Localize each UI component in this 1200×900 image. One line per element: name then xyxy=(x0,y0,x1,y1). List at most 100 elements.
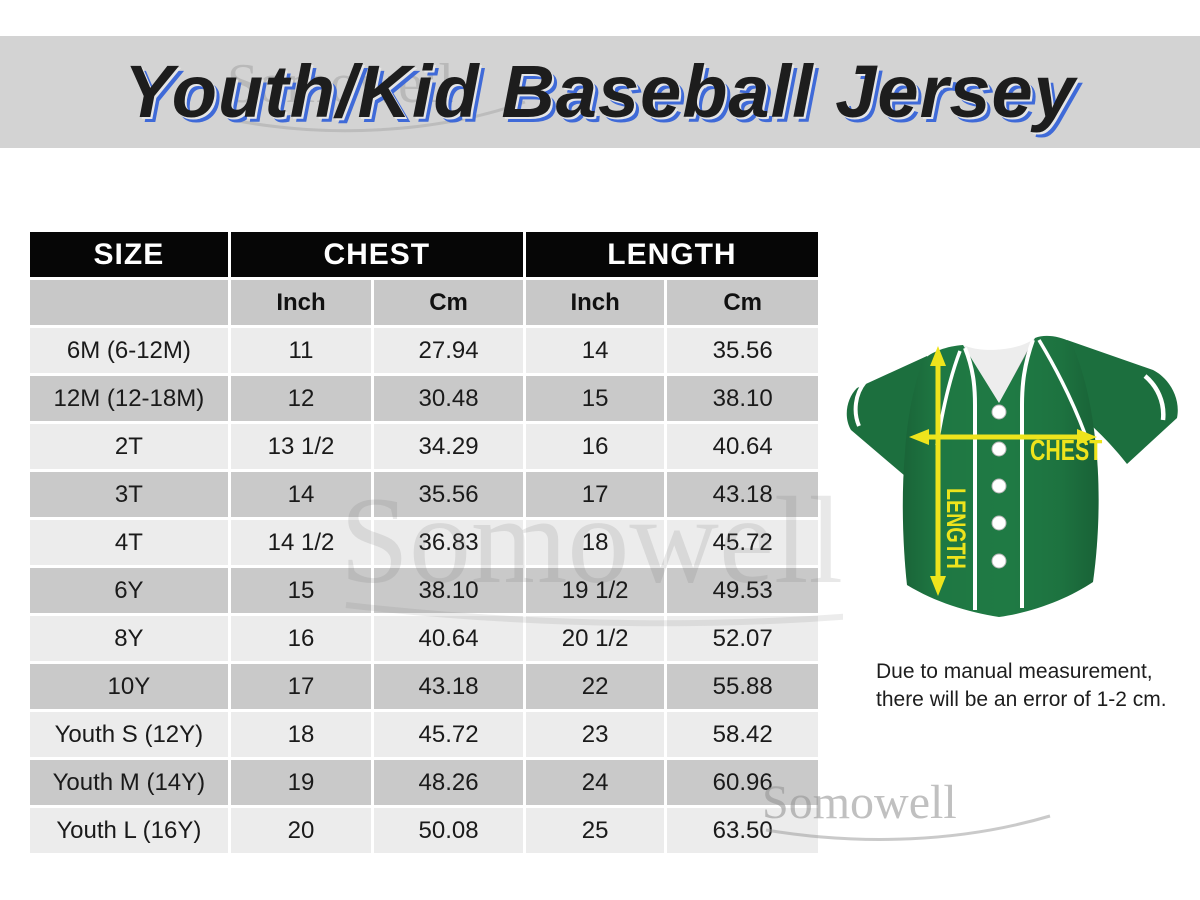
placket-left-piping xyxy=(963,347,977,610)
jersey-buttons xyxy=(991,404,1007,569)
chest-cm-cell: 45.72 xyxy=(374,712,523,757)
size-cell: 6Y xyxy=(30,568,228,613)
chest-inch-cell: 12 xyxy=(230,376,372,421)
jersey-body-shading xyxy=(902,335,1099,617)
chest-arrow-label: CHEST xyxy=(1030,435,1103,467)
length-inch-cell: 14 xyxy=(525,328,665,373)
size-cell: 3T xyxy=(30,472,228,517)
banner-watermark-text: Somowell xyxy=(227,53,454,115)
button-icon xyxy=(991,478,1007,494)
chest-inch-cell: 16 xyxy=(230,616,372,661)
size-cell: 10Y xyxy=(30,664,228,709)
right-cuff-stripe xyxy=(1143,374,1166,421)
chest-inch-header: Inch xyxy=(230,280,372,325)
measurement-note-line1: Due to manual measurement, xyxy=(876,660,1153,683)
table-row: 12M (12-18M) 12 30.48 15 38.10 xyxy=(30,376,818,421)
table-row: 10Y 17 43.18 22 55.88 xyxy=(30,664,818,709)
measurement-note-line2: there will be an error of 1-2 cm. xyxy=(876,688,1167,711)
length-inch-cell: 25 xyxy=(525,808,665,853)
length-arrow-label: LENGTH xyxy=(941,488,971,569)
length-inch-cell: 22 xyxy=(525,664,665,709)
table-row: 8Y 16 40.64 20 1/2 52.07 xyxy=(30,616,818,661)
length-inch-cell: 16 xyxy=(525,424,665,469)
table-row: Youth M (14Y) 19 48.26 24 60.96 xyxy=(30,760,818,805)
placket-right-piping xyxy=(1020,339,1035,608)
size-cell: Youth L (16Y) xyxy=(30,808,228,853)
size-table-body: 6M (6-12M) 11 27.94 14 35.56 12M (12-18M… xyxy=(30,328,818,853)
measurement-note: Due to manual measurement, there will be… xyxy=(876,658,1167,714)
chest-inch-cell: 18 xyxy=(230,712,372,757)
size-cell: Youth M (14Y) xyxy=(30,760,228,805)
table-row: 2T 13 1/2 34.29 16 40.64 xyxy=(30,424,818,469)
left-cuff-stripe xyxy=(853,380,867,427)
size-cell: Youth S (12Y) xyxy=(30,712,228,757)
chest-cm-cell: 35.56 xyxy=(374,472,523,517)
chest-cm-cell: 40.64 xyxy=(374,616,523,661)
length-cm-header: Cm xyxy=(667,280,818,325)
length-cm-cell: 63.50 xyxy=(667,808,818,853)
chest-inch-cell: 13 1/2 xyxy=(230,424,372,469)
length-cm-cell: 49.53 xyxy=(667,568,818,613)
size-cell: 4T xyxy=(30,520,228,565)
table-row: Youth S (12Y) 18 45.72 23 58.42 xyxy=(30,712,818,757)
header-row: SIZE CHEST LENGTH xyxy=(30,232,818,277)
jersey-right-sleeve xyxy=(1067,340,1178,464)
length-inch-cell: 15 xyxy=(525,376,665,421)
col-header-length: LENGTH xyxy=(525,232,818,277)
size-cell: 8Y xyxy=(30,616,228,661)
jersey-figure: CHEST LENGTH xyxy=(843,330,1191,648)
button-icon xyxy=(991,441,1007,457)
chest-cm-cell: 48.26 xyxy=(374,760,523,805)
chest-cm-cell: 34.29 xyxy=(374,424,523,469)
chest-cm-header: Cm xyxy=(374,280,523,325)
length-cm-cell: 38.10 xyxy=(667,376,818,421)
length-cm-cell: 40.64 xyxy=(667,424,818,469)
length-cm-cell: 43.18 xyxy=(667,472,818,517)
table-row: 4T 14 1/2 36.83 18 45.72 xyxy=(30,520,818,565)
col-header-chest: CHEST xyxy=(230,232,523,277)
title-banner xyxy=(0,36,1200,148)
button-icon xyxy=(991,404,1007,420)
length-inch-cell: 24 xyxy=(525,760,665,805)
chest-inch-cell: 14 xyxy=(230,472,372,517)
length-inch-cell: 19 1/2 xyxy=(525,568,665,613)
length-inch-header: Inch xyxy=(525,280,665,325)
chest-cm-cell: 30.48 xyxy=(374,376,523,421)
length-arrow-icon xyxy=(930,346,946,596)
length-cm-cell: 55.88 xyxy=(667,664,818,709)
page-title: Youth/Kid Baseball Jersey xyxy=(124,50,1076,133)
size-chart-table: SIZE CHEST LENGTH Inch Cm Inch Cm 6M (6-… xyxy=(27,229,821,856)
length-inch-cell: 17 xyxy=(525,472,665,517)
size-cell: 2T xyxy=(30,424,228,469)
table-row: Youth L (16Y) 20 50.08 25 63.50 xyxy=(30,808,818,853)
chest-inch-cell: 19 xyxy=(230,760,372,805)
banner-watermark: Somowell xyxy=(227,53,526,133)
table-row: 6Y 15 38.10 19 1/2 49.53 xyxy=(30,568,818,613)
units-row: Inch Cm Inch Cm xyxy=(30,280,818,325)
chest-arrow-icon xyxy=(909,429,1097,445)
length-cm-cell: 60.96 xyxy=(667,760,818,805)
chest-inch-cell: 17 xyxy=(230,664,372,709)
chest-cm-cell: 36.83 xyxy=(374,520,523,565)
button-icon xyxy=(991,515,1007,531)
chest-cm-cell: 43.18 xyxy=(374,664,523,709)
length-cm-cell: 52.07 xyxy=(667,616,818,661)
chest-inch-cell: 11 xyxy=(230,328,372,373)
length-inch-cell: 18 xyxy=(525,520,665,565)
chest-cm-cell: 50.08 xyxy=(374,808,523,853)
chest-inch-cell: 20 xyxy=(230,808,372,853)
banner-watermark-swoosh xyxy=(232,100,526,133)
chest-cm-cell: 38.10 xyxy=(374,568,523,613)
collar-inner xyxy=(963,338,1035,403)
col-header-size: SIZE xyxy=(30,232,228,277)
length-inch-cell: 20 1/2 xyxy=(525,616,665,661)
table-row: 3T 14 35.56 17 43.18 xyxy=(30,472,818,517)
chest-inch-cell: 15 xyxy=(230,568,372,613)
chest-inch-cell: 14 1/2 xyxy=(230,520,372,565)
units-empty-cell xyxy=(30,280,228,325)
right-raglan-seam xyxy=(1037,339,1087,435)
length-cm-cell: 58.42 xyxy=(667,712,818,757)
length-cm-cell: 45.72 xyxy=(667,520,818,565)
length-inch-cell: 23 xyxy=(525,712,665,757)
table-row: 6M (6-12M) 11 27.94 14 35.56 xyxy=(30,328,818,373)
